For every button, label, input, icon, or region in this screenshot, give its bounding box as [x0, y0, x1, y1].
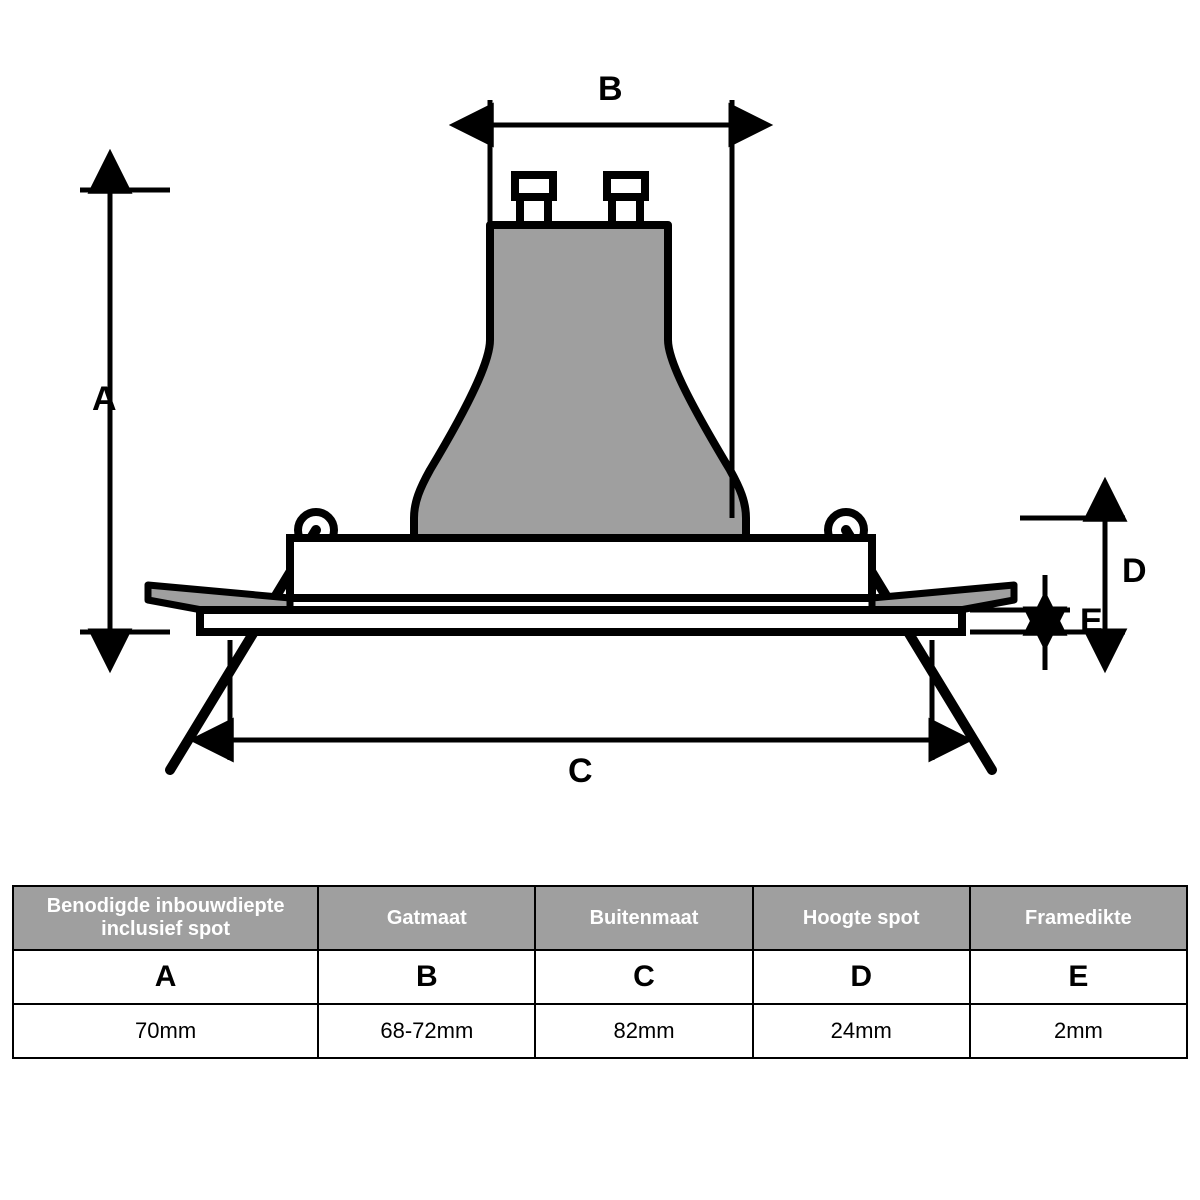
table-row: Benodigde inbouwdiepte inclusief spot Ga… [13, 886, 1187, 950]
col-letter: A [13, 950, 318, 1004]
spec-table: Benodigde inbouwdiepte inclusief spot Ga… [12, 885, 1188, 1059]
col-header: Hoogte spot [753, 886, 970, 950]
col-header: Framedikte [970, 886, 1187, 950]
col-header: Benodigde inbouwdiepte inclusief spot [13, 886, 318, 950]
col-header: Gatmaat [318, 886, 535, 950]
dim-label-c: C [568, 752, 593, 791]
col-header: Buitenmaat [535, 886, 752, 950]
col-value: 82mm [535, 1004, 752, 1058]
col-value: 70mm [13, 1004, 318, 1058]
col-letter: D [753, 950, 970, 1004]
col-letter: E [970, 950, 1187, 1004]
dim-label-b: B [598, 70, 623, 109]
col-value: 68-72mm [318, 1004, 535, 1058]
table-row: 70mm 68-72mm 82mm 24mm 2mm [13, 1004, 1187, 1058]
technical-drawing: A B C D E [40, 40, 1160, 860]
col-letter: C [535, 950, 752, 1004]
col-value: 2mm [970, 1004, 1187, 1058]
col-value: 24mm [753, 1004, 970, 1058]
dim-label-a: A [92, 380, 117, 419]
col-letter: B [318, 950, 535, 1004]
dim-label-d: D [1122, 552, 1147, 591]
drawing-svg [40, 40, 1160, 860]
dim-label-e: E [1080, 602, 1103, 641]
dimensions-table: Benodigde inbouwdiepte inclusief spot Ga… [12, 885, 1188, 1059]
table-row: A B C D E [13, 950, 1187, 1004]
